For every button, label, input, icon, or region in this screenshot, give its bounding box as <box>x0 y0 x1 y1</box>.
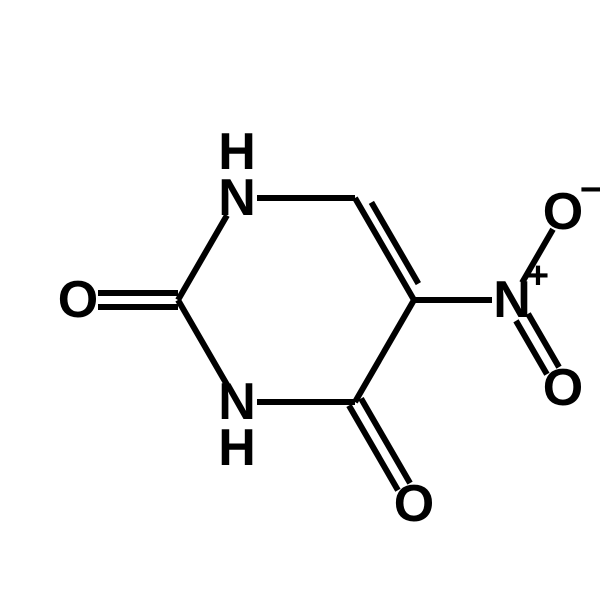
molecule-diagram: NHNHOON+O−O <box>0 0 600 600</box>
atom-On1: O− <box>543 169 600 241</box>
atom-O4-label: O <box>394 475 434 533</box>
bond-C5-C6 <box>355 198 414 300</box>
atoms-group: NHNHOON+O−O <box>58 123 600 533</box>
bond-C2-N3 <box>178 300 227 385</box>
atom-Nn-charge: + <box>527 255 549 297</box>
atom-O2: O <box>58 271 98 329</box>
bond-C4-C5 <box>355 300 414 402</box>
atom-N3: NH <box>218 373 256 477</box>
atom-On2-label: O <box>543 359 583 417</box>
bond-N1-C2 <box>178 215 227 300</box>
atom-N3-H: H <box>218 419 256 477</box>
atom-On2: O <box>543 359 583 417</box>
atom-N1: NH <box>218 123 256 227</box>
bonds-group <box>98 198 559 490</box>
atom-Nn-label: N <box>493 271 531 329</box>
atom-On1-charge: − <box>580 169 600 211</box>
atom-O2-label: O <box>58 271 98 329</box>
atom-N1-H: H <box>218 123 256 181</box>
atom-Nn: N+ <box>493 255 549 329</box>
atom-O4: O <box>394 475 434 533</box>
atom-On1-label: O <box>543 183 583 241</box>
